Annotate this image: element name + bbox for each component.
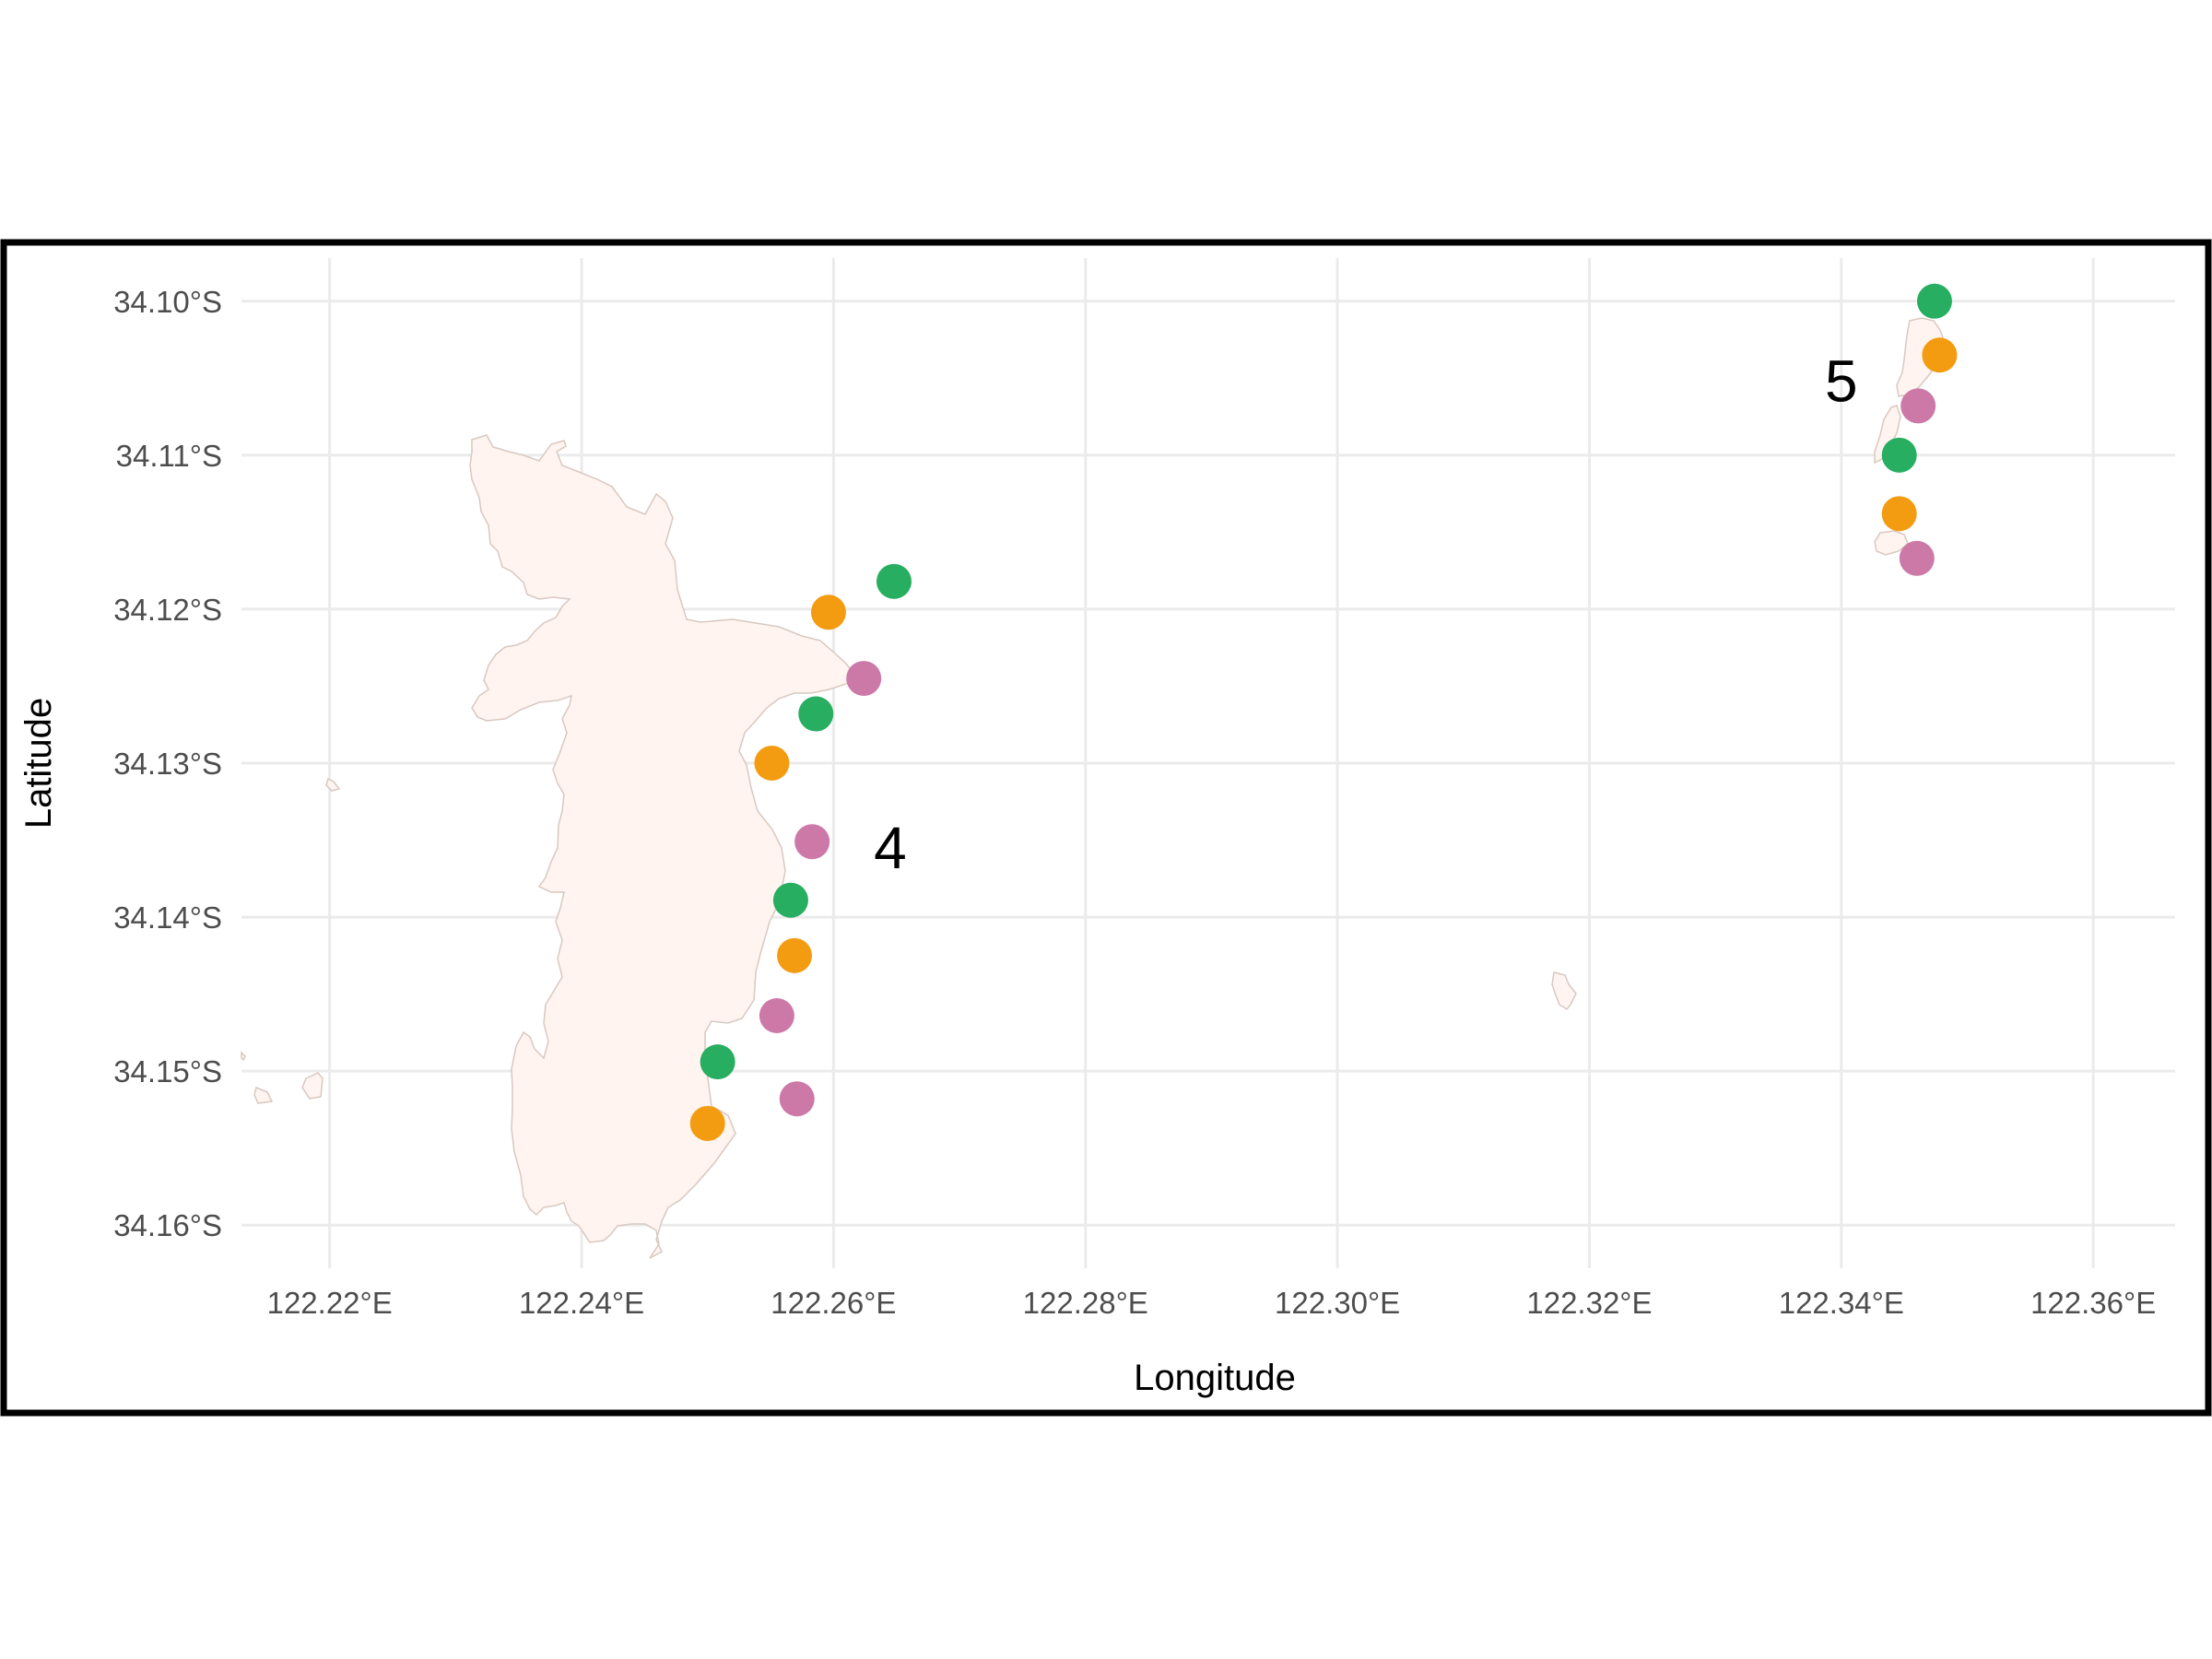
sample-point-orange [689,1105,725,1141]
y-tick-label: 34.10°S [113,285,222,319]
x-tick-label: 122.26°E [771,1286,896,1320]
y-tick-label: 34.16°S [113,1208,222,1242]
x-axis-ticks: 122.22°E 122.24°E 122.26°E 122.28°E 122.30°E… [267,1286,2157,1320]
main-island [469,434,859,1259]
x-tick-label: 122.24°E [519,1286,644,1320]
sample-point-pink [846,661,882,697]
x-axis-title: Longitude [1134,1358,1296,1398]
sample-point-green [772,882,808,918]
x-tick-label: 122.34°E [1779,1286,1904,1320]
sample-point-green [876,563,912,599]
y-tick-label: 34.15°S [113,1054,222,1088]
x-tick-label: 122.36°E [2030,1286,2156,1320]
sample-point-green [1881,437,1917,473]
landmasses [241,317,1946,1259]
x-tick-label: 122.32°E [1526,1286,1652,1320]
y-axis-ticks: 34.10°S 34.11°S 34.12°S 34.13°S 34.14°S 34.15… [113,285,222,1242]
y-tick-label: 34.11°S [116,439,222,473]
sample-point-orange [777,937,813,973]
y-tick-label: 34.14°S [113,900,222,935]
sample-point-green [700,1044,735,1080]
sample-point-orange [810,594,846,630]
x-tick-label: 122.30°E [1275,1286,1400,1320]
sample-point-green [798,696,834,732]
y-tick-label: 34.13°S [113,747,222,781]
sample-point-pink [794,824,830,860]
sample-point-pink [1899,540,1935,576]
site-labels: 45 [874,348,1858,881]
sample-point-green [1916,283,1952,319]
y-tick-label: 34.12°S [113,593,222,627]
site-label: 5 [1825,348,1858,415]
islet-east-1 [1551,971,1577,1010]
sample-point-pink [759,998,794,1033]
islet-west-2 [253,1086,274,1104]
sample-point-orange [1881,496,1917,532]
islet-west-4 [241,1051,246,1062]
sample-point-pink [779,1081,815,1117]
islet-west-1 [325,777,341,792]
site-label: 4 [874,815,907,881]
x-tick-label: 122.28°E [1023,1286,1148,1320]
islet-west-3 [301,1072,324,1100]
sample-point-orange [754,746,790,781]
x-tick-label: 122.22°E [267,1286,393,1320]
sample-points [689,283,1958,1141]
y-axis-title: Latitude [18,698,59,829]
sample-point-pink [1900,388,1936,424]
site5-island-south [1874,530,1909,556]
sample-point-orange [1922,337,1958,373]
panel-border [0,239,2212,1417]
